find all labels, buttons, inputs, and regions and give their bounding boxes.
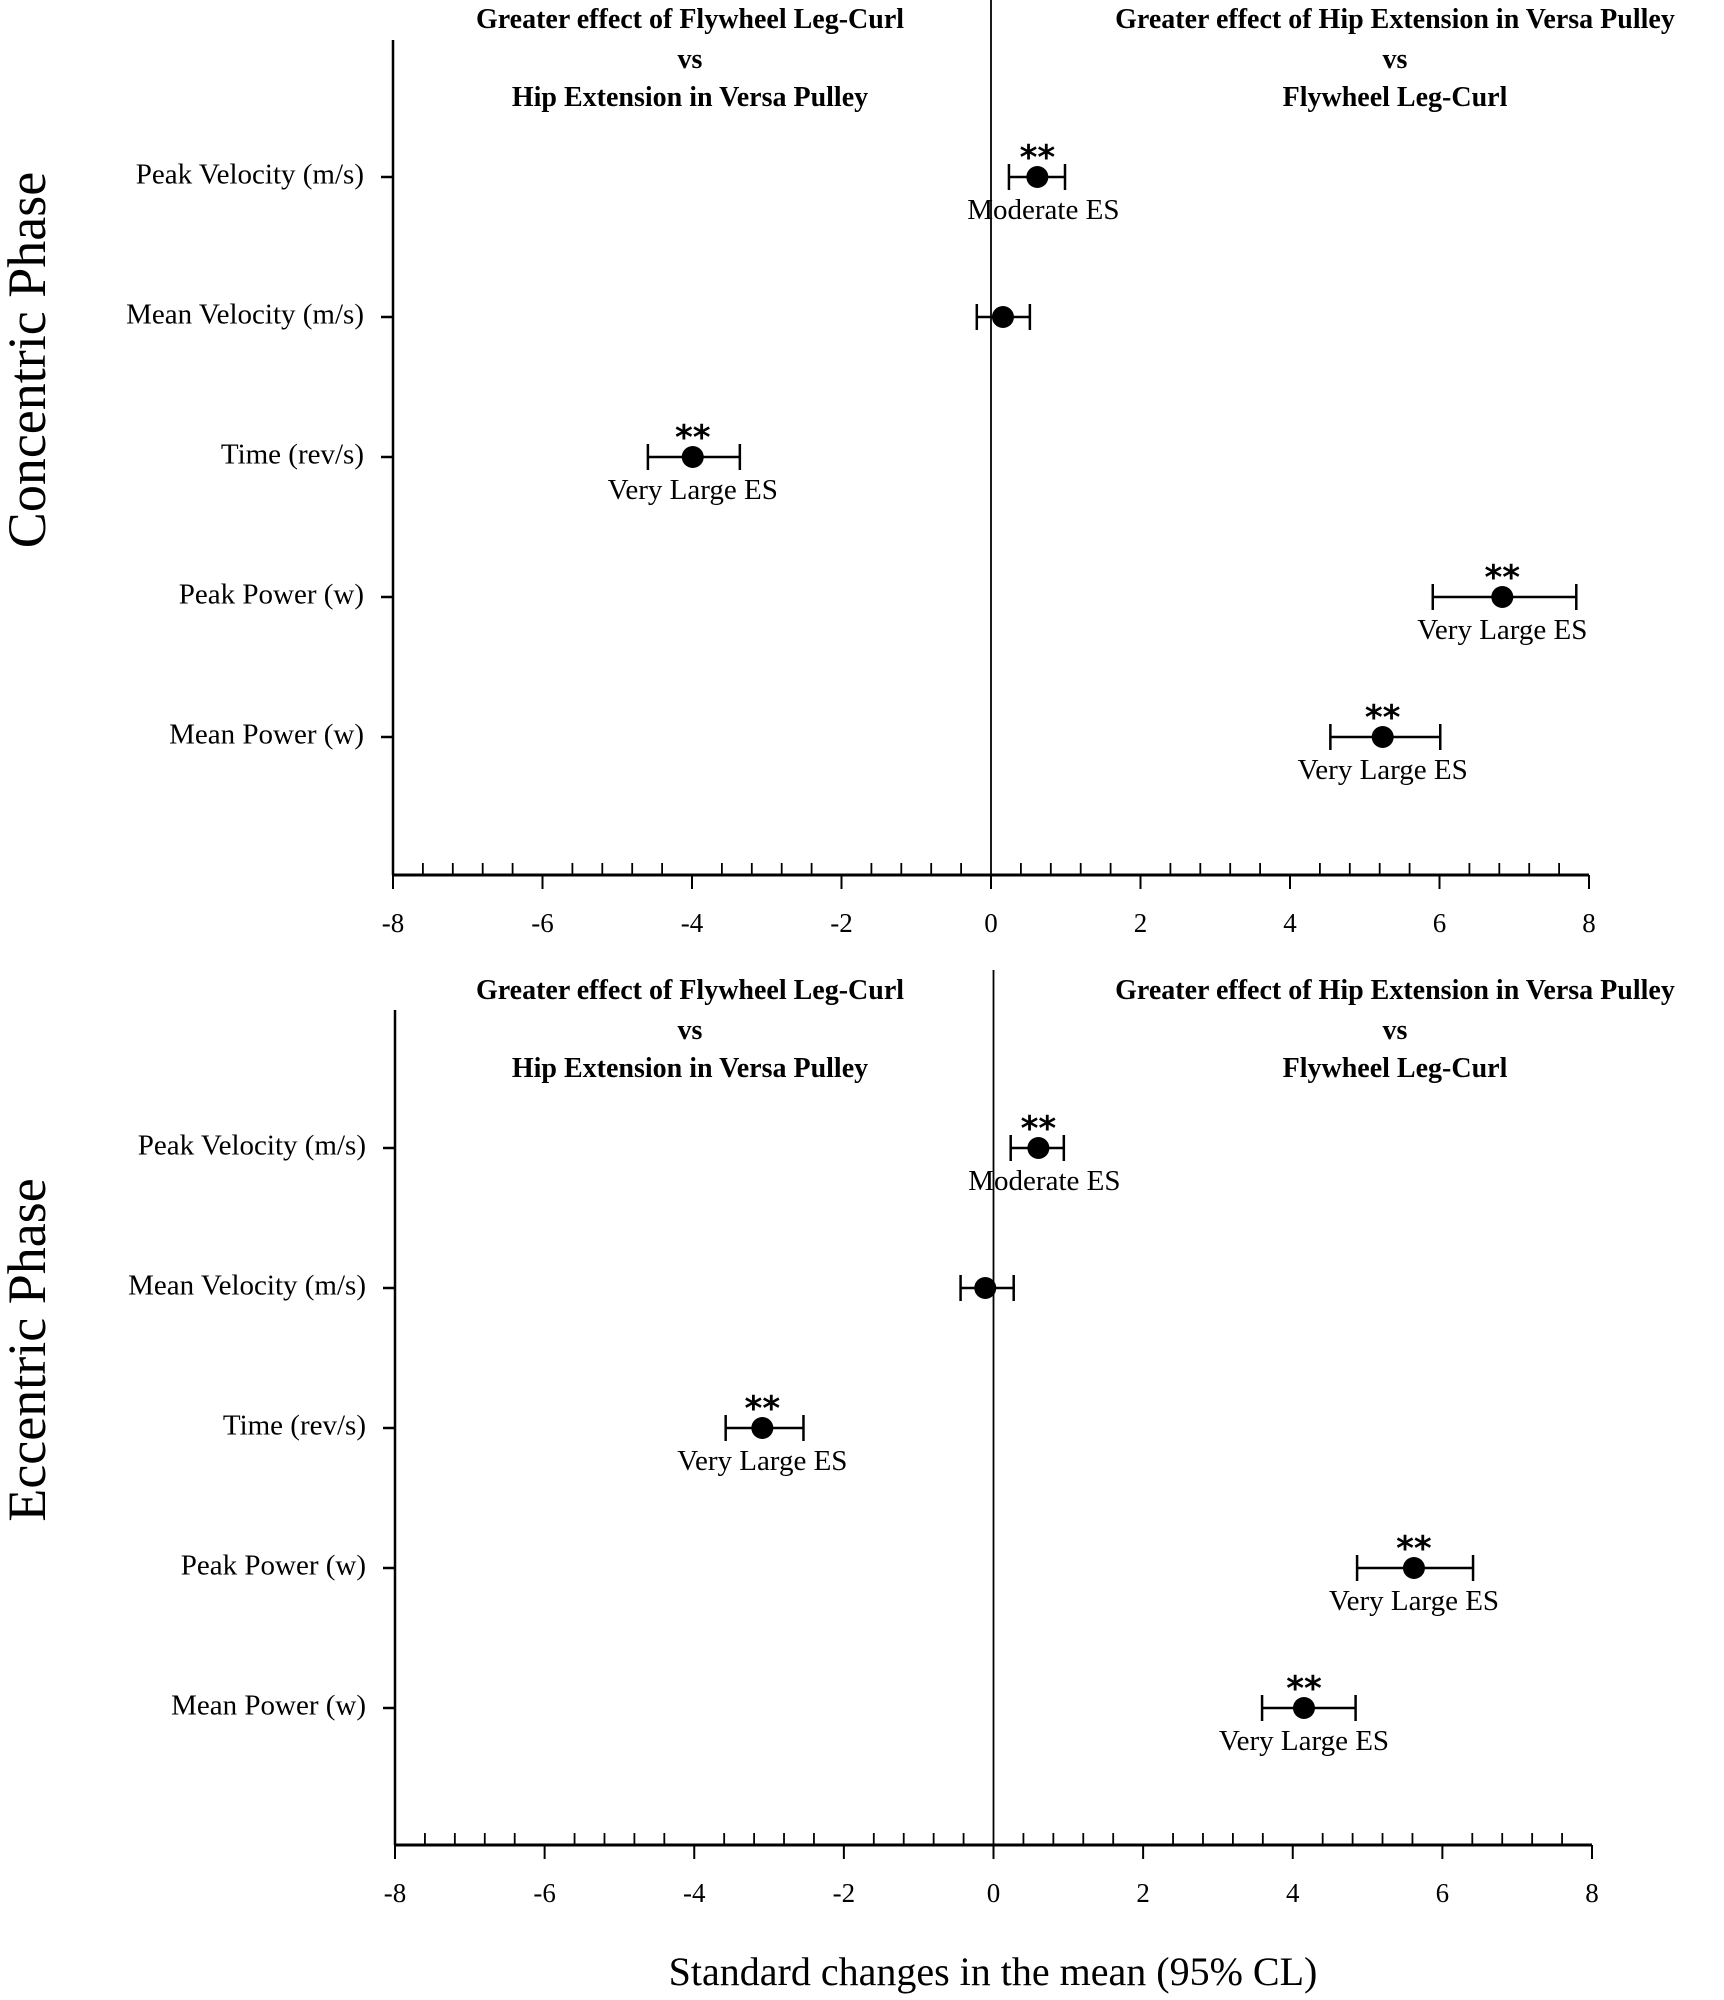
data-point-group: ** Moderate ES [967, 138, 1119, 226]
left-header-line-1: Greater effect of Flywheel Leg-Curl [476, 4, 904, 35]
category-label: Peak Power (w) [181, 1550, 366, 1582]
point-estimate [1026, 166, 1049, 188]
phase-label-eccentric: Eccentric Phase [0, 1178, 57, 1521]
data-point-group: ** Very Large ES [1219, 1669, 1389, 1757]
x-tick-label: 6 [1436, 1878, 1450, 1908]
significance-marker: ** [1286, 1669, 1322, 1709]
data-point-group: ** Very Large ES [677, 1389, 847, 1477]
effect-size-label: Very Large ES [1298, 754, 1468, 786]
data-point-group: ** Very Large ES [1298, 698, 1468, 786]
data-marks: ** Moderate ES ** Very Large ES ** Very Large… [608, 138, 1588, 786]
category-label: Mean Power (w) [171, 1690, 366, 1722]
category-label: Time (rev/s) [223, 1410, 366, 1442]
data-point-group: ** Moderate ES [968, 1109, 1120, 1197]
category-label: Peak Velocity (m/s) [136, 159, 364, 191]
data-point-group [959, 1275, 1015, 1301]
left-header-line-2: vs [678, 44, 703, 75]
significance-marker: ** [1365, 698, 1401, 738]
effect-size-label: Very Large ES [1417, 614, 1587, 646]
x-tick-label: 6 [1433, 908, 1447, 938]
left-header-line-1: Greater effect of Flywheel Leg-Curl [476, 975, 904, 1006]
category-label: Peak Power (w) [179, 579, 364, 611]
significance-marker: ** [1396, 1529, 1432, 1569]
point-estimate [1027, 1137, 1050, 1159]
left-header-line-3: Hip Extension in Versa Pulley [512, 82, 868, 113]
x-tick-label: 0 [987, 1878, 1001, 1908]
right-header-line-3: Flywheel Leg-Curl [1283, 82, 1508, 113]
x-tick-label: -2 [833, 1878, 856, 1908]
axes [381, 0, 1590, 889]
category-label: Mean Velocity (m/s) [128, 1270, 366, 1302]
data-point-group [975, 304, 1032, 330]
right-header-line-2: vs [1383, 1015, 1408, 1046]
effect-size-label: Very Large ES [1219, 1725, 1389, 1757]
left-header-line-3: Hip Extension in Versa Pulley [512, 1053, 868, 1084]
data-point-group: ** Very Large ES [608, 418, 778, 506]
x-tick-label: 4 [1283, 908, 1297, 938]
significance-marker: ** [1021, 1109, 1057, 1149]
significance-marker: ** [675, 418, 711, 458]
data-marks: ** Moderate ES ** Very Large ES ** Very Large… [677, 1109, 1499, 1757]
point-estimate [681, 446, 704, 468]
x-tick-label: -4 [683, 1878, 706, 1908]
point-estimate [1292, 1697, 1315, 1719]
phase-label-concentric: Concentric Phase [0, 172, 57, 548]
panel-concentric: Greater effect of Flywheel Leg-Curl vs H… [0, 0, 1675, 938]
x-tick-label: 0 [984, 908, 998, 938]
x-tick-label: -8 [382, 908, 405, 938]
x-axis-title: Standard changes in the mean (95% CL) [669, 1949, 1318, 1994]
category-label: Peak Velocity (m/s) [138, 1130, 366, 1162]
x-tick-labels: -8 -6 -4 -2 0 2 4 6 8 [382, 908, 1596, 938]
effect-size-label: Moderate ES [968, 1165, 1120, 1197]
x-tick-label: -2 [830, 908, 853, 938]
category-label: Mean Power (w) [169, 719, 364, 751]
x-tick-label: 8 [1585, 1878, 1599, 1908]
significance-marker: ** [745, 1389, 781, 1429]
x-tick-label: -4 [681, 908, 704, 938]
significance-marker: ** [1020, 138, 1056, 178]
x-tick-label: -6 [533, 1878, 556, 1908]
x-tick-label: -6 [531, 908, 554, 938]
x-tick-labels: -8 -6 -4 -2 0 2 4 6 8 [384, 1878, 1599, 1908]
x-tick-label: 2 [1136, 1878, 1150, 1908]
panel-eccentric: Greater effect of Flywheel Leg-Curl vs H… [0, 970, 1675, 1908]
effect-size-label: Moderate ES [967, 194, 1119, 226]
point-estimate [991, 306, 1014, 328]
data-point-group: ** Very Large ES [1329, 1529, 1499, 1617]
point-estimate [751, 1417, 774, 1439]
category-label: Time (rev/s) [221, 439, 364, 471]
x-tick-label: 2 [1134, 908, 1148, 938]
effect-size-label: Very Large ES [1329, 1585, 1499, 1617]
right-header-line-2: vs [1383, 44, 1408, 75]
point-estimate [1371, 726, 1394, 748]
x-tick-label: 8 [1582, 908, 1596, 938]
right-header-line-1: Greater effect of Hip Extension in Versa… [1115, 975, 1675, 1006]
point-estimate [1491, 586, 1514, 608]
right-header-line-3: Flywheel Leg-Curl [1283, 1053, 1508, 1084]
effect-size-label: Very Large ES [608, 474, 778, 506]
point-estimate [1402, 1557, 1425, 1579]
effect-size-label: Very Large ES [677, 1445, 847, 1477]
point-estimate [974, 1277, 997, 1299]
right-header-line-1: Greater effect of Hip Extension in Versa… [1115, 4, 1675, 35]
left-header-line-2: vs [678, 1015, 703, 1046]
data-point-group: ** Very Large ES [1417, 558, 1587, 646]
significance-marker: ** [1485, 558, 1521, 598]
axes [383, 970, 1593, 1859]
x-tick-label: 4 [1286, 1878, 1300, 1908]
category-label: Mean Velocity (m/s) [126, 299, 364, 331]
x-tick-label: -8 [384, 1878, 407, 1908]
